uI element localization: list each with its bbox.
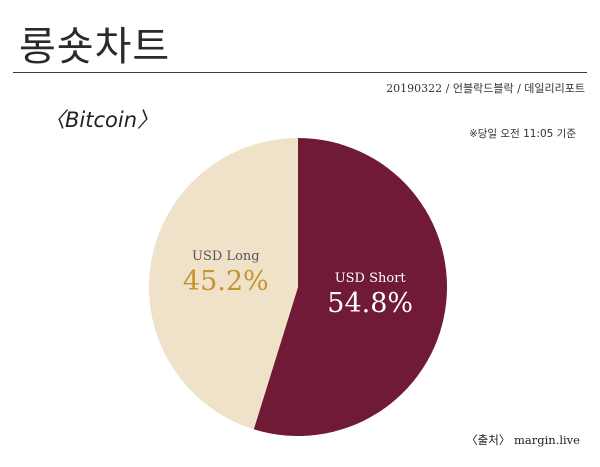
- byline: 20190322 / 언블락드블락 / 데일리리포트: [386, 82, 585, 95]
- slice-label-usd-short: USD Short: [335, 271, 407, 286]
- pie-slice-usd-long: [149, 138, 298, 430]
- page-title: 롱숏차트: [19, 24, 171, 70]
- source-note: 〈출처〉 margin.live: [466, 433, 580, 447]
- slice-label-usd-long: USD Long: [192, 249, 260, 264]
- title-divider: [13, 72, 587, 73]
- chart-subject: 〈Bitcoin〉: [44, 108, 159, 132]
- slice-value-usd-short: 54.8%: [327, 288, 413, 319]
- timestamp-note: ※당일 오전 11:05 기준: [468, 128, 576, 140]
- pie-slice-usd-short: [253, 138, 448, 437]
- slice-value-usd-long: 45.2%: [183, 266, 269, 297]
